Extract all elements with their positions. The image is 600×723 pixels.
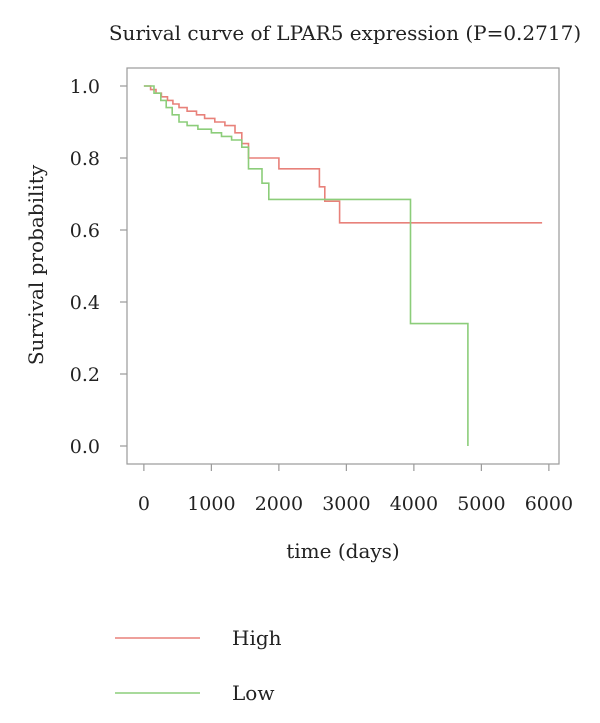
x-tick-label: 3000 xyxy=(322,493,370,515)
y-tick-label: 0.8 xyxy=(70,148,100,170)
y-axis-label: Survival probability xyxy=(24,164,48,365)
x-axis-label: time (days) xyxy=(286,539,400,563)
x-tick-label: 2000 xyxy=(255,493,303,515)
y-tick-label: 0.4 xyxy=(70,292,100,314)
x-tick-label: 0 xyxy=(138,493,150,515)
x-tick-label: 4000 xyxy=(390,493,438,515)
x-axis: 0 1000 2000 3000 4000 5000 6000 xyxy=(138,464,573,515)
y-axis: 0.0 0.2 0.4 0.6 0.8 1.0 xyxy=(70,76,127,458)
y-tick-label: 1.0 xyxy=(70,76,100,98)
x-tick-label: 1000 xyxy=(187,493,235,515)
series-layer xyxy=(143,85,543,446)
chart-title: Surival curve of LPAR5 expression (P=0.2… xyxy=(109,21,581,45)
x-tick-label: 6000 xyxy=(525,493,573,515)
legend: High Low xyxy=(115,626,282,705)
series-line-low xyxy=(143,85,469,446)
series-line-high xyxy=(143,85,543,224)
y-tick-label: 0.6 xyxy=(70,220,100,242)
legend-label-low: Low xyxy=(232,681,274,705)
plot-frame xyxy=(126,67,560,465)
legend-label-high: High xyxy=(232,626,282,650)
y-tick-label: 0.0 xyxy=(70,436,100,458)
y-tick-label: 0.2 xyxy=(70,364,100,386)
x-tick-label: 5000 xyxy=(457,493,505,515)
